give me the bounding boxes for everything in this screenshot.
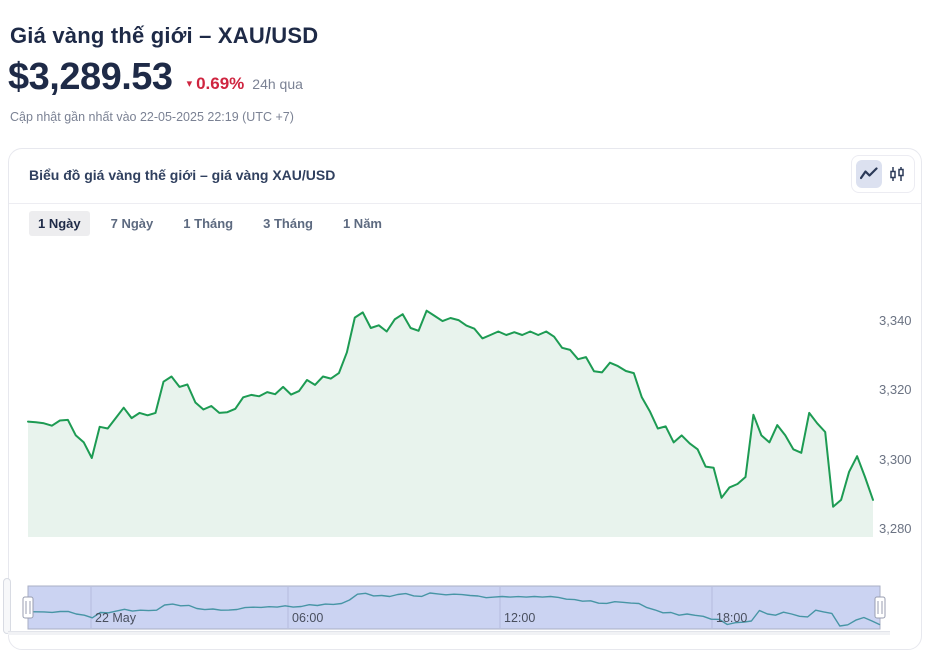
page-title: Giá vàng thế giới – XAU/USD: [10, 22, 319, 48]
navigator-gridlines: [90, 587, 713, 628]
navigator-time-label: 22 May: [95, 611, 136, 625]
candlestick-icon: [890, 167, 904, 181]
range-tab-4[interactable]: 3 Tháng: [254, 211, 322, 236]
navigator-time-label: 06:00: [292, 611, 324, 625]
price-row: $3,289.53 ▾ 0.69% 24h qua: [8, 56, 303, 99]
price-chart[interactable]: [0, 0, 926, 635]
change-period: 24h qua: [252, 76, 303, 92]
y-axis-label: 3,320: [879, 382, 912, 398]
line-chart-icon: [860, 167, 878, 180]
header-divider: [9, 203, 921, 204]
y-axis-label: 3,340: [879, 313, 912, 329]
navigator-handle-right[interactable]: [874, 596, 886, 619]
navigator-time-label: 18:00: [716, 611, 748, 625]
last-updated: Cập nhật gần nhất vào 22-05-2025 22:19 (…: [10, 110, 294, 124]
price-line: [27, 309, 874, 508]
price-area-fill: [28, 310, 873, 537]
navigator-handle-left[interactable]: [22, 596, 34, 619]
down-arrow-icon: ▾: [186, 78, 193, 90]
navigator-line: [27, 592, 881, 627]
chart-type-switcher: [851, 155, 915, 193]
range-tab-2[interactable]: 7 Ngày: [102, 211, 163, 236]
y-axis-label: 3,300: [879, 451, 912, 467]
price-change: ▾ 0.69%: [187, 74, 245, 94]
scrollbar-track[interactable]: [8, 631, 890, 635]
range-tab-1[interactable]: 1 Ngày: [29, 211, 90, 236]
range-tab-3[interactable]: 1 Tháng: [174, 211, 242, 236]
range-tab-5[interactable]: 1 Năm: [334, 211, 391, 236]
navigator-track[interactable]: [27, 585, 881, 630]
line-chart-button[interactable]: [856, 160, 882, 188]
chart-card-title: Biểu đồ giá vàng thế giới – giá vàng XAU…: [29, 167, 336, 183]
range-tabs: 1 Ngày 7 Ngày 1 Tháng 3 Tháng 1 Năm: [29, 211, 391, 236]
scroll-grip-left[interactable]: [3, 578, 11, 634]
change-percent: 0.69%: [196, 74, 245, 93]
current-price: $3,289.53: [8, 56, 173, 98]
navigator-time-label: 12:00: [504, 611, 536, 625]
candlestick-button[interactable]: [884, 160, 910, 188]
y-axis-label: 3,280: [879, 521, 912, 536]
